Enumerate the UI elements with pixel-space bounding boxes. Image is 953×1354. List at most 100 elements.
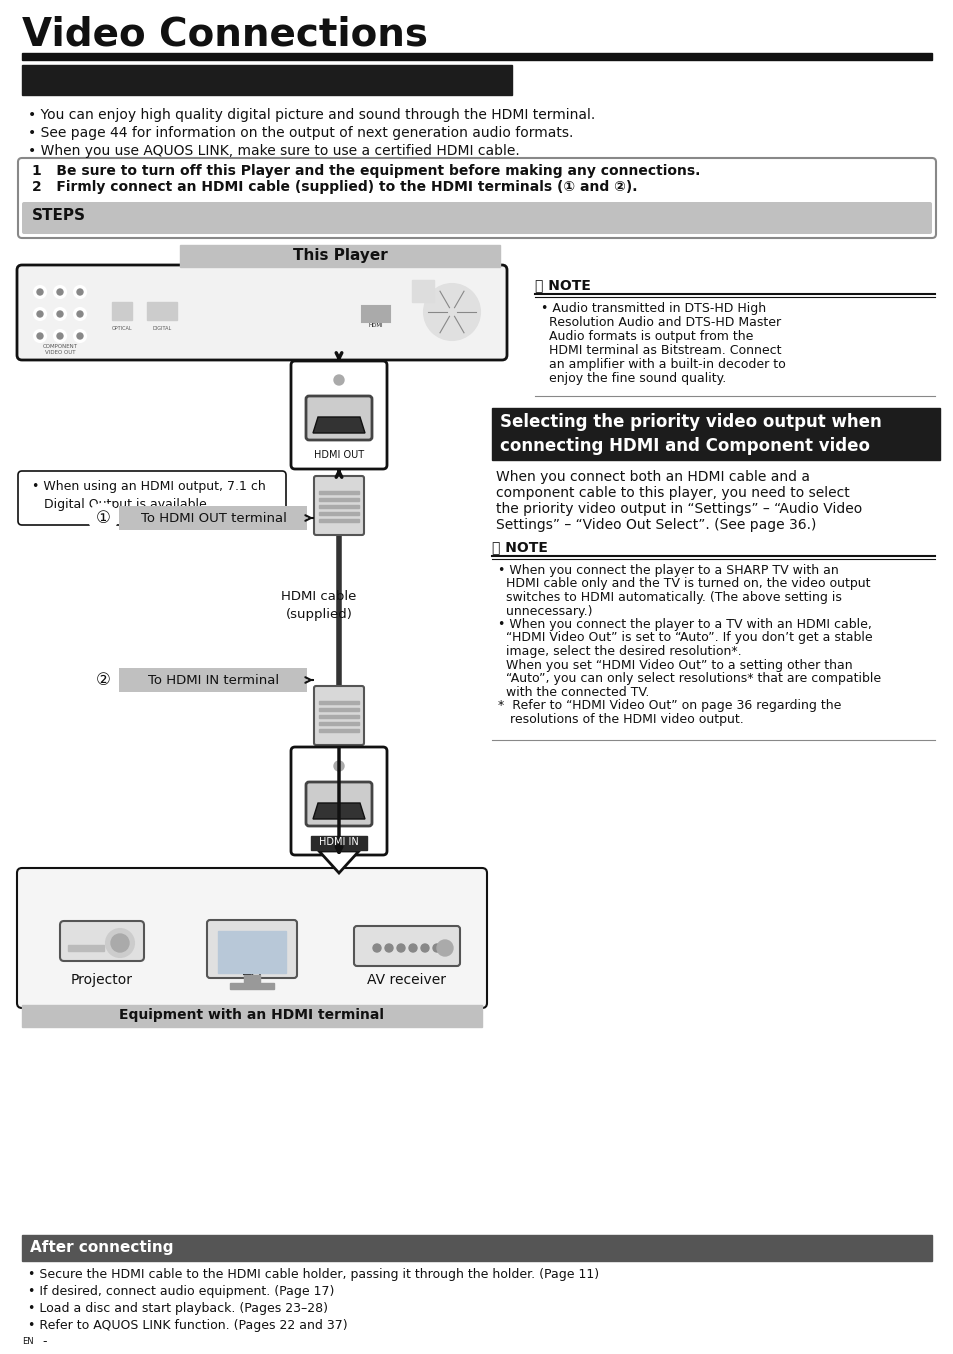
Circle shape [57,288,63,295]
Circle shape [34,286,46,298]
Circle shape [57,311,63,317]
Bar [361,306,390,322]
FancyBboxPatch shape [119,506,307,529]
Text: • Audio transmitted in DTS-HD High: • Audio transmitted in DTS-HD High [540,302,765,315]
Circle shape [77,288,83,295]
Circle shape [77,311,83,317]
Bar [311,835,367,850]
Text: • When you use AQUOS LINK, make sure to use a certified HDMI cable.: • When you use AQUOS LINK, make sure to … [28,144,519,158]
FancyBboxPatch shape [17,868,486,1007]
Circle shape [409,944,416,952]
Bar [318,492,358,494]
Circle shape [396,944,405,952]
Bar [112,302,132,320]
Bar [318,708,358,711]
Text: STEPS: STEPS [32,209,86,223]
Text: EN: EN [22,1338,33,1346]
Text: DIGITAL: DIGITAL [152,326,172,330]
Text: HDMI OUT: HDMI OUT [314,450,364,460]
Text: with the connected TV.: with the connected TV. [497,685,649,699]
Bar [318,722,358,724]
Text: VIDEO OUT: VIDEO OUT [45,349,75,355]
Bar [22,65,512,95]
Bar [318,519,358,523]
Text: Resolution Audio and DTS-HD Master: Resolution Audio and DTS-HD Master [540,315,781,329]
Bar [22,1005,481,1026]
Text: Projector: Projector [71,974,132,987]
FancyBboxPatch shape [354,926,459,965]
Circle shape [423,284,479,340]
Text: • Refer to AQUOS LINK function. (Pages 22 and 37): • Refer to AQUOS LINK function. (Pages 2… [28,1319,347,1332]
Text: • When using an HDMI output, 7.1 ch
   Digital Output is available.: • When using an HDMI output, 7.1 ch Digi… [32,481,266,510]
Text: After connecting: After connecting [30,1240,173,1255]
Circle shape [334,375,344,385]
Bar [244,975,260,984]
Text: HDMI IN: HDMI IN [319,837,358,848]
Bar [180,245,499,267]
Text: enjoy the fine sound quality.: enjoy the fine sound quality. [540,372,725,385]
Text: OPTICAL: OPTICAL [112,326,132,330]
Circle shape [34,330,46,343]
Text: component cable to this player, you need to select: component cable to this player, you need… [496,486,849,500]
Bar [147,302,177,320]
Text: 2   Firmly connect an HDMI cable (supplied) to the HDMI terminals (① and ②).: 2 Firmly connect an HDMI cable (supplied… [32,180,637,194]
Text: HDMI: HDMI [368,324,383,328]
Text: Connecting to the HDMI Terminal: Connecting to the HDMI Terminal [30,97,339,115]
Bar [318,701,358,704]
Circle shape [18,1332,38,1353]
Bar [318,715,358,718]
Circle shape [74,307,86,320]
Circle shape [74,286,86,298]
Text: HDMI cable
(supplied): HDMI cable (supplied) [281,590,356,621]
Bar [318,728,358,733]
Text: COMPONENT: COMPONENT [43,344,77,349]
FancyBboxPatch shape [18,471,286,525]
Circle shape [57,333,63,338]
FancyBboxPatch shape [306,783,372,826]
Circle shape [436,940,453,956]
Text: the priority video output in “Settings” – “Audio Video: the priority video output in “Settings” … [496,502,862,516]
Text: • When you connect the player to a TV with an HDMI cable,: • When you connect the player to a TV wi… [497,617,871,631]
Circle shape [334,761,344,770]
Text: ①: ① [95,509,111,527]
FancyBboxPatch shape [314,686,364,745]
Circle shape [77,333,83,338]
Circle shape [54,286,66,298]
Bar [492,408,939,460]
Text: • If desired, connect audio equipment. (Page 17): • If desired, connect audio equipment. (… [28,1285,334,1298]
FancyBboxPatch shape [291,362,387,468]
Bar [22,53,931,60]
Circle shape [37,288,43,295]
Bar [318,505,358,508]
Text: AV receiver: AV receiver [367,974,446,987]
Text: switches to HDMI automatically. (The above setting is: switches to HDMI automatically. (The abo… [497,590,841,604]
Text: Selecting the priority video output when
connecting HDMI and Component video: Selecting the priority video output when… [499,413,881,455]
Bar [218,932,286,974]
Text: “Auto”, you can only select resolutions* that are compatible: “Auto”, you can only select resolutions*… [497,672,881,685]
Bar [230,983,274,988]
Text: Settings” – “Video Out Select”. (See page 36.): Settings” – “Video Out Select”. (See pag… [496,519,816,532]
Text: 1   Be sure to turn off this Player and the equipment before making any connecti: 1 Be sure to turn off this Player and th… [32,164,700,177]
Text: Audio formats is output from the: Audio formats is output from the [540,330,753,343]
Text: To HDMI OUT terminal: To HDMI OUT terminal [141,512,287,524]
Text: image, select the desired resolution*.: image, select the desired resolution*. [497,645,740,658]
FancyBboxPatch shape [207,919,296,978]
FancyBboxPatch shape [119,668,307,692]
Text: • Load a disc and start playback. (Pages 23–28): • Load a disc and start playback. (Pages… [28,1303,328,1315]
Polygon shape [318,852,358,873]
Circle shape [106,929,133,957]
Circle shape [420,944,429,952]
FancyBboxPatch shape [291,747,387,854]
Circle shape [54,307,66,320]
Text: • You can enjoy high quality digital picture and sound through the HDMI terminal: • You can enjoy high quality digital pic… [28,108,595,122]
Circle shape [433,944,440,952]
Circle shape [37,311,43,317]
Text: an amplifier with a built-in decoder to: an amplifier with a built-in decoder to [540,357,785,371]
FancyBboxPatch shape [306,395,372,440]
Circle shape [89,666,117,695]
Text: ②: ② [95,672,111,689]
Text: TV: TV [243,974,261,987]
Text: • Secure the HDMI cable to the HDMI cable holder, passing it through the holder.: • Secure the HDMI cable to the HDMI cabl… [28,1267,598,1281]
Text: unnecessary.): unnecessary.) [497,604,592,617]
Bar [318,512,358,515]
